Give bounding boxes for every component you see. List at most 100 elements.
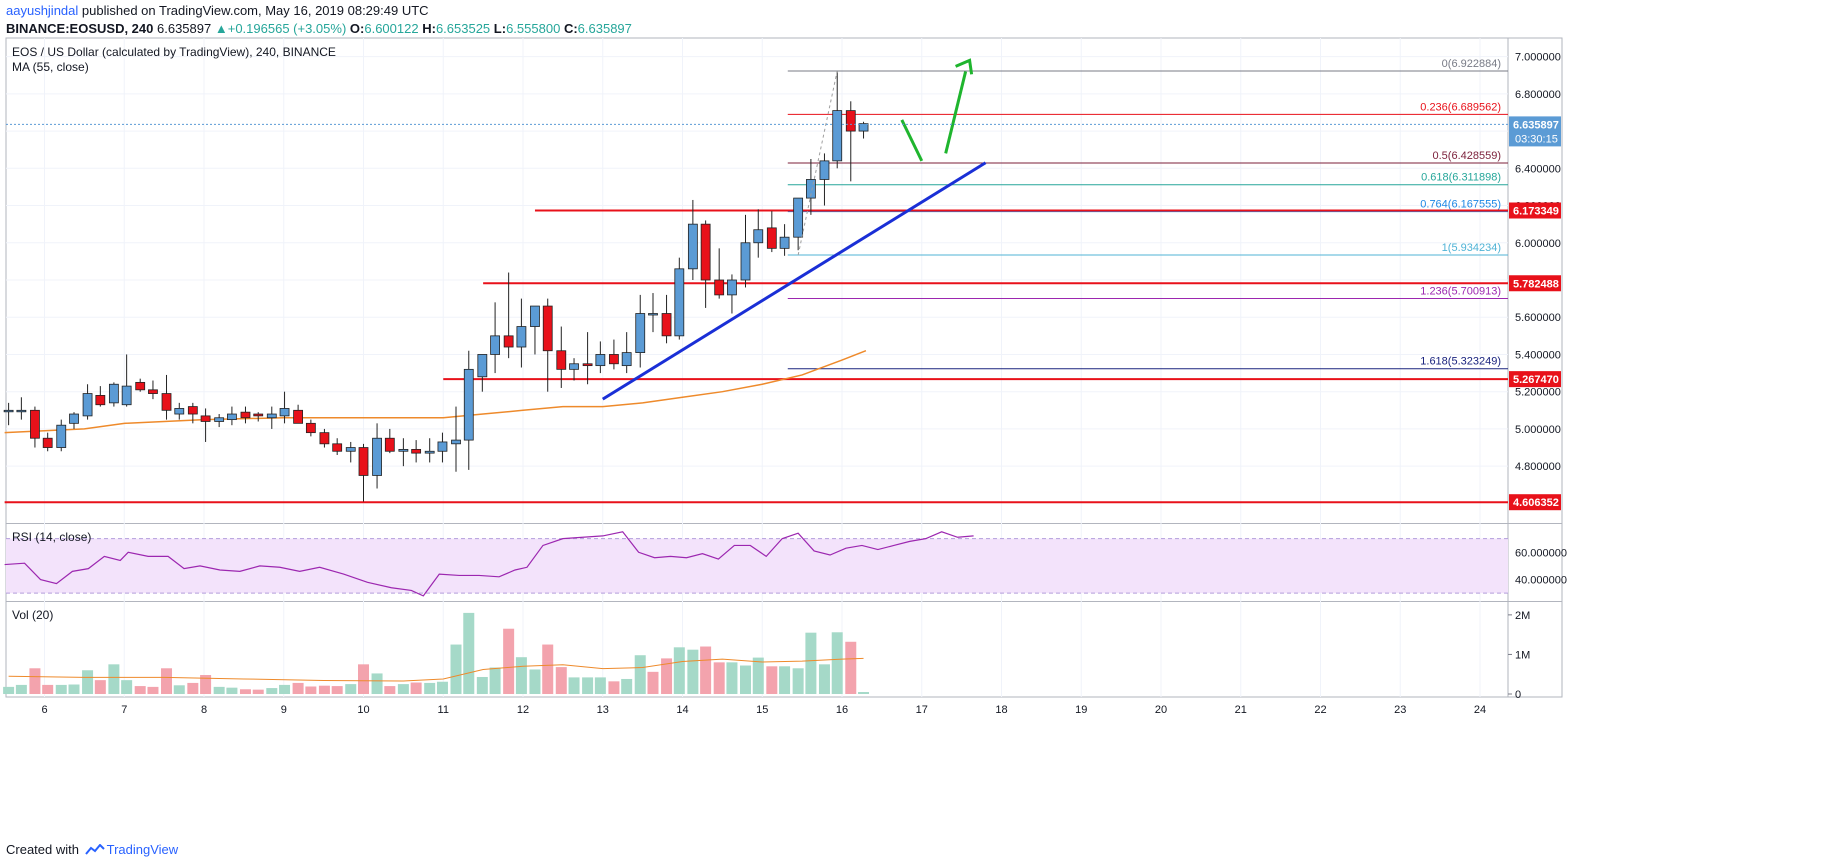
candle-up: [740, 242, 751, 281]
candle-down: [332, 443, 343, 452]
x-tick-label: 14: [676, 704, 688, 716]
high-label: H:: [422, 21, 436, 36]
volume-bar-down: [29, 668, 41, 694]
volume-bar-down: [331, 686, 343, 694]
candle-up: [516, 326, 527, 348]
candle-up: [753, 229, 764, 244]
y-tick-label: 5.600000: [1515, 312, 1561, 324]
low-value: 6.555800: [506, 21, 561, 36]
volume-bar-up: [173, 685, 185, 694]
volume-bar-up: [779, 666, 791, 694]
volume-bar-down: [608, 681, 620, 694]
candle-up: [451, 439, 461, 445]
chart-frame: [5, 37, 1563, 698]
y-tick-label: 6.400000: [1515, 163, 1561, 175]
candle-down: [253, 413, 264, 417]
volume-bar-down: [503, 628, 515, 694]
volume-bar-up: [740, 665, 752, 694]
candle-down: [582, 363, 593, 367]
candle-down: [700, 223, 711, 281]
candle-down: [766, 227, 777, 249]
volume-bar-up: [463, 612, 475, 694]
candle-down: [358, 447, 369, 476]
candle-down: [384, 437, 395, 452]
x-tick-label: 23: [1394, 704, 1406, 716]
x-tick-label: 11: [438, 704, 449, 716]
volume-bar-up: [397, 684, 409, 694]
volume-bar-down: [410, 682, 422, 694]
candle-down: [411, 448, 422, 454]
rsi-legend: RSI (14, close): [12, 530, 91, 544]
x-tick-label: 24: [1474, 704, 1486, 716]
x-tick-label: 12: [517, 704, 529, 716]
volume-bar-up: [594, 677, 606, 694]
close-label: C:: [563, 21, 578, 36]
candle-down: [556, 350, 567, 370]
rsi-y-tick-label: 40.000000: [1515, 575, 1567, 587]
volume-bar-up: [345, 684, 357, 694]
volume-bar-down: [305, 686, 317, 694]
vol-y-tick-label: 0: [1515, 689, 1521, 701]
candle-up: [687, 223, 698, 270]
arrow-down-stroke: [900, 119, 924, 162]
fib-level-label: 0.764(6.167555): [1420, 199, 1501, 211]
volume-bar-up: [489, 667, 501, 694]
price-change: +0.196565 (+3.05%): [227, 21, 347, 36]
candle-up: [463, 368, 474, 441]
y-tick-label: 6.800000: [1515, 89, 1561, 101]
vol-y-tick-label: 2M: [1515, 610, 1530, 622]
ma-legend: MA (55, close): [12, 60, 89, 74]
candle-down: [30, 409, 40, 439]
level-price-label: 6.173349: [1513, 205, 1559, 217]
volume-bar-down: [147, 686, 159, 694]
candle-up: [779, 236, 790, 249]
candle-up: [635, 313, 646, 353]
candle-up: [121, 385, 132, 406]
fib-level-label: 0.236(6.689562): [1420, 101, 1501, 113]
volume-bar-up: [3, 686, 15, 694]
tradingview-link[interactable]: TradingView: [106, 842, 179, 857]
candle-up: [174, 408, 185, 415]
x-tick-label: 13: [597, 704, 609, 716]
candle-up: [793, 197, 804, 238]
volume-bar-up: [121, 680, 133, 694]
y-tick-label: 4.800000: [1515, 461, 1561, 473]
volume-bar-down: [358, 664, 369, 694]
volume-bar-up: [226, 687, 238, 694]
volume-bar-up: [108, 664, 120, 694]
x-tick-label: 10: [357, 704, 369, 716]
high-value: 6.653525: [435, 21, 491, 36]
volume-bar-up: [858, 692, 870, 694]
close-value: 6.635897: [577, 21, 632, 36]
created-with-text: Created with: [6, 842, 79, 857]
candle-up: [56, 424, 67, 448]
candle-down: [161, 393, 172, 411]
author-link[interactable]: aayushjindal: [6, 3, 79, 18]
volume-bar-up: [687, 649, 699, 694]
candle-up: [16, 409, 27, 413]
volume-bar-up: [424, 682, 436, 694]
level-price-tag: [1509, 371, 1561, 388]
candle-up: [819, 160, 830, 180]
volume-bar-up: [450, 644, 462, 694]
volume-bar-up: [266, 688, 278, 694]
rsi-y-tick-label: 60.000000: [1515, 547, 1567, 559]
volume-bar-up: [831, 632, 843, 694]
volume-bar-up: [371, 673, 383, 694]
arrow-up-head: [955, 58, 974, 75]
x-tick-label: 20: [1155, 704, 1167, 716]
volume-bar-up: [805, 632, 817, 694]
candle-down: [42, 437, 53, 448]
publish-text: published on TradingView.com, May 16, 20…: [81, 3, 429, 18]
level-price-tag: [1509, 275, 1561, 292]
volume-bar-up: [792, 668, 804, 694]
candle-up: [398, 448, 409, 452]
fib-level-label: 1.236(5.700913): [1420, 285, 1501, 297]
volume-ma-line: [8, 657, 864, 682]
volume-bar-down: [647, 671, 659, 694]
candle-up: [595, 354, 606, 367]
candle-down: [609, 354, 619, 365]
volume-bar-down: [661, 658, 673, 694]
level-price-label: 4.606352: [1513, 497, 1559, 509]
